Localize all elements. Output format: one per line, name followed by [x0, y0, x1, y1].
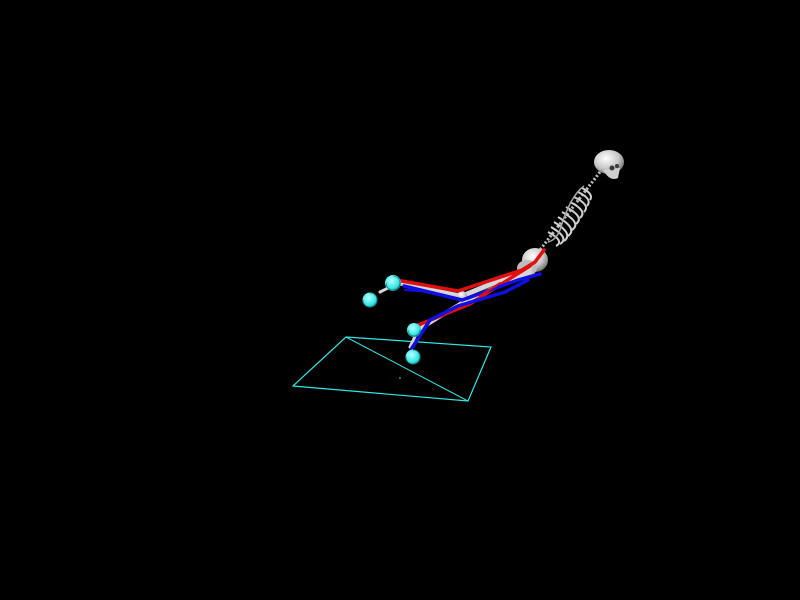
force-plate [291, 336, 492, 402]
marker-sphere-icon [407, 323, 421, 337]
marker-sphere-icon [362, 292, 378, 308]
markers [362, 275, 421, 365]
force-plate-diagonal [345, 336, 469, 402]
marker-sphere-icon [405, 349, 421, 365]
skull [594, 150, 624, 179]
force-plate-outline [291, 336, 492, 402]
tibia-upper [396, 281, 464, 298]
muscle-blue-lower [410, 278, 530, 350]
force-plate-center [399, 377, 401, 379]
spine [534, 171, 602, 256]
muscles [394, 248, 546, 350]
ribcage [547, 185, 592, 247]
marker-sphere-icon [385, 275, 401, 291]
torso [534, 150, 624, 256]
